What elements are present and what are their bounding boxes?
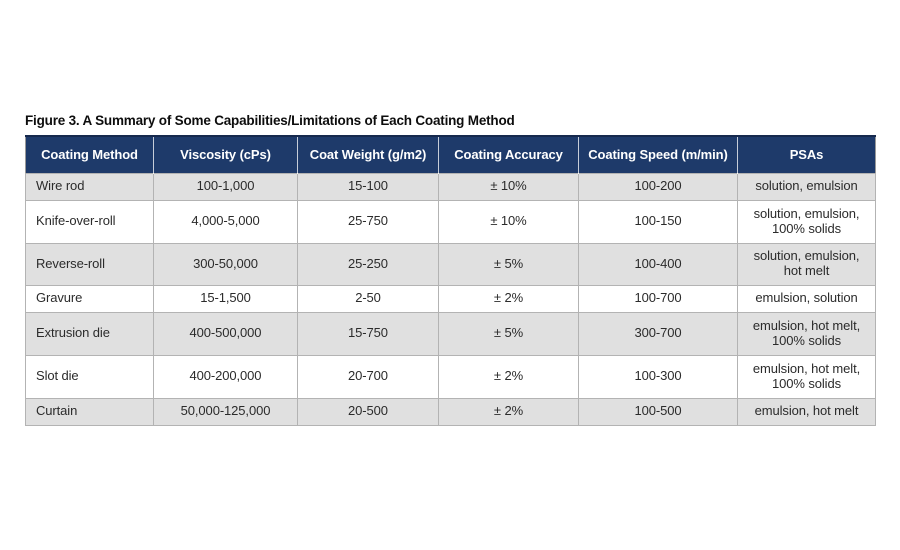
- cell-coat-weight: 20-500: [297, 397, 439, 426]
- cell-viscosity: 4,000-5,000: [153, 199, 298, 244]
- cell-method: Slot die: [25, 354, 154, 399]
- cell-viscosity: 50,000-125,000: [153, 397, 298, 426]
- cell-method: Wire rod: [25, 172, 154, 201]
- cell-method: Reverse-roll: [25, 242, 154, 286]
- table-body: Wire rod 100-1,000 15-100 ± 10% 100-200 …: [25, 172, 876, 426]
- table-row-knife-over-roll: Knife-over-roll 4,000-5,000 25-750 ± 10%…: [25, 199, 876, 244]
- coating-methods-table: Coating Method Viscosity (cPs) Coat Weig…: [25, 135, 876, 426]
- cell-method: Extrusion die: [25, 311, 154, 356]
- header-row: Coating Method Viscosity (cPs) Coat Weig…: [25, 135, 876, 173]
- table-row-gravure: Gravure 15-1,500 2-50 ± 2% 100-700 emuls…: [25, 284, 876, 313]
- cell-viscosity: 400-500,000: [153, 311, 298, 356]
- column-header-coating-speed: Coating Speed (m/min): [578, 135, 738, 173]
- figure-title: Figure 3. A Summary of Some Capabilities…: [25, 113, 515, 128]
- table-row-reverse-roll: Reverse-roll 300-50,000 25-250 ± 5% 100-…: [25, 242, 876, 286]
- table-row-slot-die: Slot die 400-200,000 20-700 ± 2% 100-300…: [25, 354, 876, 399]
- column-header-coating-accuracy: Coating Accuracy: [438, 135, 579, 173]
- cell-method: Curtain: [25, 397, 154, 426]
- cell-accuracy: ± 10%: [438, 172, 579, 201]
- table-row-extrusion-die: Extrusion die 400-500,000 15-750 ± 5% 30…: [25, 311, 876, 356]
- table-header: Coating Method Viscosity (cPs) Coat Weig…: [25, 135, 876, 173]
- cell-coat-weight: 25-250: [297, 242, 439, 286]
- cell-psas: emulsion, solution: [737, 284, 876, 313]
- cell-speed: 100-300: [578, 354, 738, 399]
- cell-method: Knife-over-roll: [25, 199, 154, 244]
- column-header-psas: PSAs: [737, 135, 876, 173]
- cell-psas: solution, emulsion: [737, 172, 876, 201]
- column-header-viscosity: Viscosity (cPs): [153, 135, 298, 173]
- cell-speed: 100-200: [578, 172, 738, 201]
- cell-coat-weight: 15-750: [297, 311, 439, 356]
- cell-viscosity: 300-50,000: [153, 242, 298, 286]
- cell-speed: 100-700: [578, 284, 738, 313]
- cell-psas: emulsion, hot melt, 100% solids: [737, 354, 876, 399]
- cell-viscosity: 400-200,000: [153, 354, 298, 399]
- cell-accuracy: ± 2%: [438, 354, 579, 399]
- cell-accuracy: ± 2%: [438, 397, 579, 426]
- cell-viscosity: 15-1,500: [153, 284, 298, 313]
- cell-coat-weight: 15-100: [297, 172, 439, 201]
- cell-accuracy: ± 5%: [438, 311, 579, 356]
- cell-coat-weight: 20-700: [297, 354, 439, 399]
- cell-psas: emulsion, hot melt: [737, 397, 876, 426]
- table-row-curtain: Curtain 50,000-125,000 20-500 ± 2% 100-5…: [25, 397, 876, 426]
- cell-viscosity: 100-1,000: [153, 172, 298, 201]
- cell-coat-weight: 25-750: [297, 199, 439, 244]
- cell-speed: 100-500: [578, 397, 738, 426]
- cell-speed: 100-400: [578, 242, 738, 286]
- cell-accuracy: ± 5%: [438, 242, 579, 286]
- cell-accuracy: ± 2%: [438, 284, 579, 313]
- cell-speed: 100-150: [578, 199, 738, 244]
- cell-method: Gravure: [25, 284, 154, 313]
- cell-speed: 300-700: [578, 311, 738, 356]
- cell-psas: solution, emulsion, 100% solids: [737, 199, 876, 244]
- table-row-wire-rod: Wire rod 100-1,000 15-100 ± 10% 100-200 …: [25, 172, 876, 201]
- cell-accuracy: ± 10%: [438, 199, 579, 244]
- column-header-coat-weight: Coat Weight (g/m2): [297, 135, 439, 173]
- cell-psas: solution, emulsion, hot melt: [737, 242, 876, 286]
- cell-coat-weight: 2-50: [297, 284, 439, 313]
- cell-psas: emulsion, hot melt, 100% solids: [737, 311, 876, 356]
- column-header-coating-method: Coating Method: [25, 135, 154, 173]
